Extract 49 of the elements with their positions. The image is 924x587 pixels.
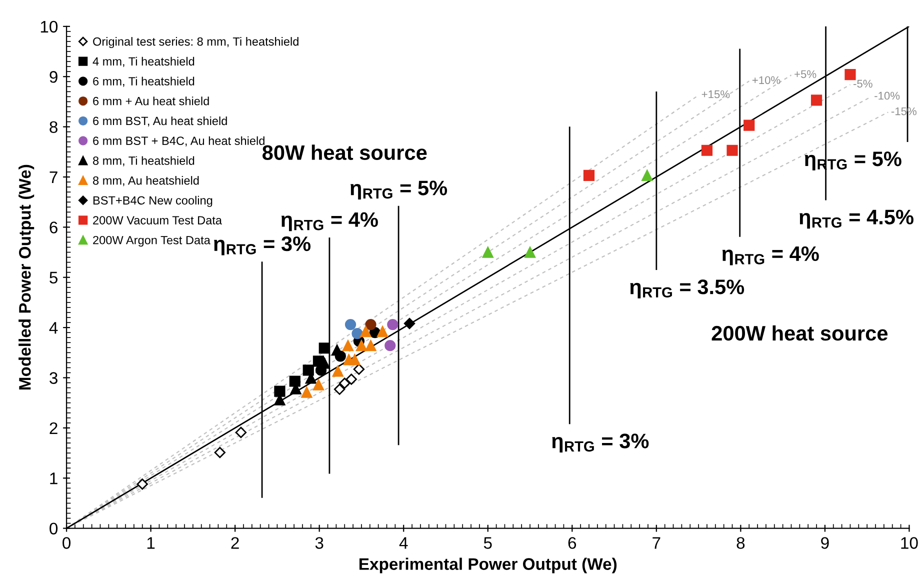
series-label: η$_{RTG}$ = 3.5% (630, 280, 744, 298)
y-tick-label: 10 (40, 20, 58, 33)
series-label: η$_{RTG}$ = 5% (350, 180, 448, 200)
y-tick-label: 8 (50, 121, 58, 133)
legend-label: 6 mm + Au heat shield (93, 96, 209, 106)
series-label: +10% (752, 76, 780, 84)
x-tick-label: 8 (736, 537, 745, 549)
legend-label: 6 mm, Ti heatshield (93, 76, 194, 87)
y-tick-label: 1 (50, 472, 58, 484)
series-label: +5% (794, 70, 816, 78)
legend-label: Original test series: 8 mm, Ti heatshield (93, 37, 298, 48)
x-tick-label: 9 (821, 537, 829, 549)
y-axis-title: Modelled Power Output (We) (18, 164, 34, 390)
y-tick-label: 0 (50, 522, 58, 535)
x-tick-label: 1 (147, 537, 155, 549)
series-label: -10% (874, 92, 900, 100)
y-tick-label: 3 (50, 372, 58, 384)
legend-label: 8 mm, Au heatshield (93, 176, 199, 186)
series-label: η$_{RTG}$ = 4% (281, 212, 378, 232)
x-tick-label: 6 (568, 537, 576, 549)
y-tick-label: 7 (50, 172, 58, 184)
y-tick-label: 2 (50, 422, 58, 434)
x-axis-title: Experimental Power Output (We) (359, 558, 617, 574)
legend-label: 6 mm BST, Au heat shield (93, 116, 227, 127)
legend-label: 6 mm BST + B4C, Au heat shield (93, 136, 264, 146)
x-tick-label: 4 (399, 537, 408, 549)
x-tick-label: 0 (62, 537, 71, 549)
legend-label: BST+B4C New cooling (93, 196, 212, 207)
legend-label: 200W Vacuum Test Data (93, 216, 222, 224)
y-tick-label: 6 (50, 222, 58, 234)
y-tick-label: 9 (50, 71, 58, 83)
y-tick-label: 5 (50, 272, 58, 284)
x-tick-label: 7 (652, 537, 660, 549)
series-label: +15% (702, 90, 730, 98)
series-label: η$_{RTG}$ = 4.5% (800, 210, 914, 229)
series-label: η$_{RTG}$ = 3% (552, 434, 649, 452)
annotation: 200W heat source (712, 325, 888, 341)
legend-label: 4 mm, Ti heatshield (92, 56, 194, 67)
series-label: η$_{RTG}$ = 4% (722, 246, 819, 266)
x-tick-label: 10 (901, 537, 918, 549)
x-tick-label: 2 (231, 537, 239, 549)
x-tick-label: 5 (484, 537, 492, 549)
y-tick-label: 4 (49, 322, 58, 334)
series-label: η$_{RTG}$ = 3% (214, 236, 311, 256)
legend-label: 8 mm, Ti heatshield (93, 156, 194, 166)
series-label: -5% (854, 80, 872, 88)
legend-label: 200W Argon Test Data (93, 236, 210, 247)
x-tick-label: 3 (315, 537, 324, 549)
annotation: 80W heat source (262, 144, 427, 160)
